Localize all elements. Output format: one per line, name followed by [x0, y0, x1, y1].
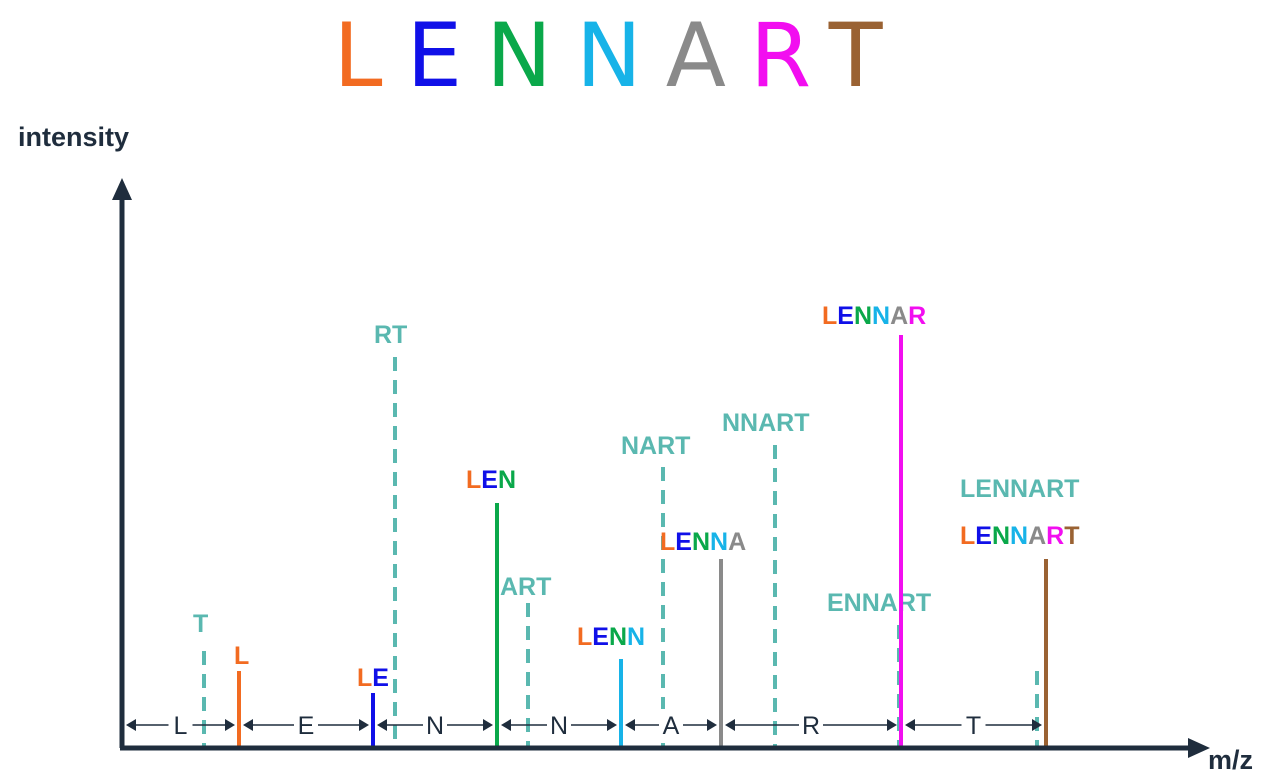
y-ion-label-nart: NART — [621, 432, 690, 460]
segment-arrowhead-right-4 — [607, 719, 617, 731]
segment-label-bg-7 — [961, 709, 986, 739]
b-ion-label-l: L — [234, 642, 249, 670]
y-ion-label-t: T — [193, 610, 208, 638]
segment-label-bg-3 — [423, 709, 447, 739]
segment-arrowhead-left-7 — [905, 719, 915, 731]
peptide-title: LENNART — [0, 12, 1240, 100]
segment-label-7: T — [966, 712, 981, 740]
segment-arrowhead-left-3 — [377, 719, 387, 731]
title-letter-3: N — [486, 4, 576, 107]
segment-label-bg-4 — [547, 709, 571, 739]
b-ion-label-le: LE — [357, 664, 389, 692]
title-letter-7: T — [828, 4, 907, 107]
y-axis-arrowhead — [112, 178, 132, 200]
b-ion-label-len: LEN — [466, 466, 516, 494]
y-axis-label: intensity — [18, 122, 130, 152]
y-ion-label-art: ART — [500, 573, 551, 601]
y-ion-label-ennart: ENNART — [827, 589, 931, 617]
segment-arrowhead-right-1 — [225, 719, 235, 731]
segment-arrowhead-left-2 — [243, 719, 253, 731]
segment-label-4: N — [550, 712, 568, 740]
segment-label-5: A — [663, 712, 680, 740]
y-ion-label-rt: RT — [374, 321, 407, 349]
segment-label-3: N — [426, 712, 444, 740]
b-ion-label-lennar: LENNAR — [822, 302, 926, 330]
segment-label-bg-5 — [659, 709, 683, 739]
segment-label-bg-1 — [168, 709, 193, 739]
b-ion-label-lennart: LENNART — [960, 522, 1080, 550]
segment-label-bg-6 — [799, 709, 823, 739]
b-ion-label-lenn: LENN — [577, 623, 645, 651]
segment-arrowhead-right-3 — [483, 719, 493, 731]
b-ion-label-lenna: LENNA — [660, 528, 746, 556]
segment-label-1: L — [174, 712, 188, 740]
y-ion-label-lennart: LENNART — [960, 475, 1079, 503]
segment-arrowhead-left-5 — [625, 719, 635, 731]
title-letter-5: A — [665, 4, 750, 107]
segment-arrowhead-right-7 — [1032, 719, 1042, 731]
title-letter-2: E — [406, 4, 487, 107]
segment-arrowhead-right-5 — [707, 719, 717, 731]
segment-label-bg-2 — [294, 709, 318, 739]
x-axis-label: m/z — [1208, 745, 1254, 775]
segment-label-6: R — [802, 712, 820, 740]
y-ion-label-nnart: NNART — [722, 409, 810, 437]
title-letter-6: R — [749, 4, 829, 107]
segment-label-2: E — [298, 712, 315, 740]
title-letter-4: N — [575, 4, 666, 107]
title-letter-1: L — [333, 4, 407, 107]
x-axis-arrowhead — [1188, 738, 1210, 758]
segment-arrowhead-right-6 — [887, 719, 897, 731]
segment-arrowhead-left-4 — [501, 719, 511, 731]
segment-arrowhead-right-2 — [359, 719, 369, 731]
segment-arrowhead-left-6 — [725, 719, 735, 731]
segment-arrowhead-left-1 — [126, 719, 136, 731]
